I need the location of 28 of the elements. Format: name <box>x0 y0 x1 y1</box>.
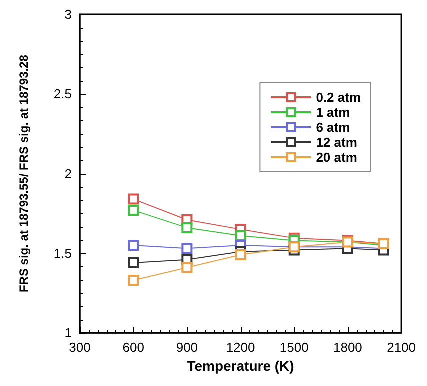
y-tick-label: 1.5 <box>54 246 72 261</box>
x-axis-title: Temperature (K) <box>187 358 294 374</box>
x-tick-label: 900 <box>176 340 198 356</box>
legend-label: 1 atm <box>316 105 350 120</box>
x-tick-label: 1800 <box>333 340 362 356</box>
y-tick-label: 2 <box>64 166 72 182</box>
y-tick-label: 1 <box>64 326 72 341</box>
point <box>128 258 140 269</box>
y-tick-label: 2.5 <box>54 86 72 102</box>
point <box>182 243 193 254</box>
point <box>182 222 193 234</box>
point <box>235 250 246 261</box>
x-tick-label: 2100 <box>387 340 416 356</box>
legend-label: 6 atm <box>316 120 350 135</box>
x-tick-label: 1200 <box>226 340 256 356</box>
point <box>128 204 140 216</box>
legend-label: 12 atm <box>316 135 358 150</box>
point <box>182 262 193 274</box>
legend-label: 20 atm <box>316 150 358 165</box>
point <box>128 194 140 205</box>
point <box>128 240 140 251</box>
legend-label: 0.2 atm <box>316 90 362 105</box>
x-tick-label: 1500 <box>280 340 309 356</box>
x-tick-label: 600 <box>122 340 144 356</box>
point <box>128 275 140 286</box>
x-tick-label: 300 <box>69 340 91 356</box>
y-tick-label: 3 <box>64 7 72 22</box>
y-axis-title: FRS sig. at 18793.55/ FRS sig. at 18793.28 <box>17 54 31 293</box>
